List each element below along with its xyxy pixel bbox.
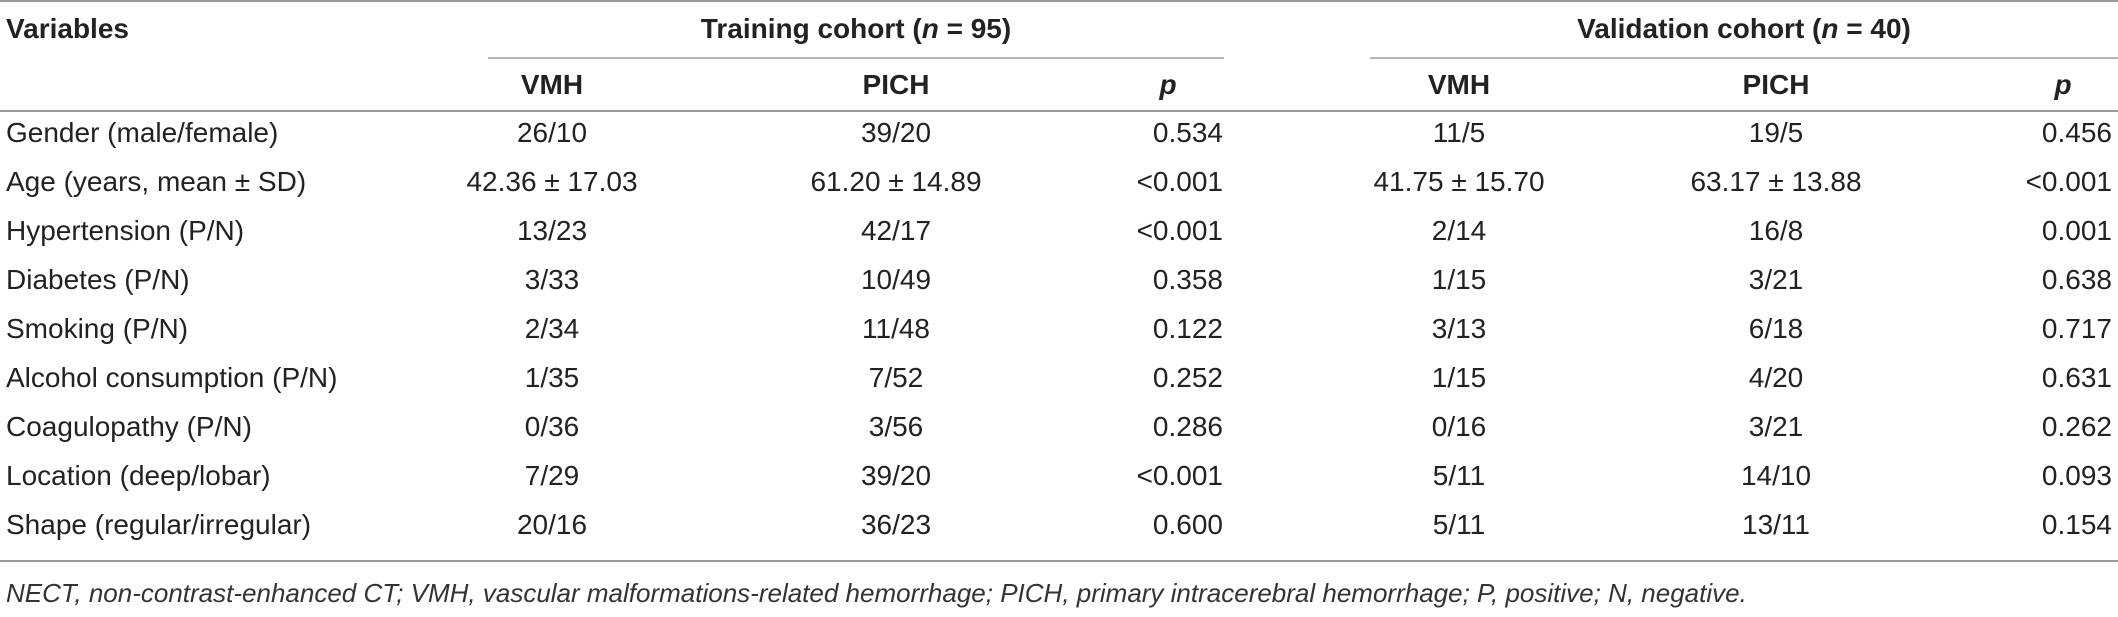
- row-variable-label: Age (years, mean ± SD): [6, 166, 307, 197]
- cell-training-pich: 36/23: [860, 509, 932, 540]
- cell-training-p: 0.358: [1152, 264, 1223, 295]
- cell-validation-p: 0.638: [2041, 264, 2112, 295]
- subheader-validation-p: p: [2054, 69, 2072, 100]
- cell-validation-pich: 19/5: [1748, 117, 1804, 148]
- cell-training-vmh: 7/29: [524, 460, 580, 491]
- cell-validation-p: 0.631: [2041, 362, 2112, 393]
- cell-training-pich: 7/52: [868, 362, 924, 393]
- cell-training-pich: 10/49: [860, 264, 932, 295]
- training-cohort-header: Training cohort (n = 95): [700, 13, 1012, 44]
- cell-training-p: 0.252: [1152, 362, 1223, 393]
- cell-training-pich: 3/56: [868, 411, 924, 442]
- cell-training-p: 0.122: [1152, 313, 1223, 344]
- table-footnote: NECT, non-contrast-enhanced CT; VMH, vas…: [6, 578, 1747, 608]
- cell-training-pich: 61.20 ± 14.89: [810, 166, 982, 197]
- cell-validation-pich: 4/20: [1748, 362, 1804, 393]
- cell-validation-p: 0.154: [2041, 509, 2112, 540]
- cell-training-p: <0.001: [1136, 460, 1223, 491]
- cell-training-vmh: 20/16: [516, 509, 588, 540]
- row-variable-label: Location (deep/lobar): [6, 460, 271, 491]
- cell-validation-vmh: 5/11: [1432, 460, 1486, 491]
- row-variable-label: Gender (male/female): [6, 117, 279, 148]
- variables-header: Variables: [6, 13, 129, 44]
- cell-validation-vmh: 5/11: [1432, 509, 1486, 540]
- cell-training-pich: 42/17: [860, 215, 932, 246]
- subheader-training-p: p: [1159, 69, 1177, 100]
- cell-validation-vmh: 11/5: [1432, 117, 1486, 148]
- cell-training-vmh: 3/33: [524, 264, 580, 295]
- cell-training-vmh: 0/36: [524, 411, 580, 442]
- validation-group-underline: [1370, 57, 2118, 59]
- cell-training-p: <0.001: [1136, 166, 1223, 197]
- training-group-underline: [488, 57, 1224, 59]
- validation-cohort-header: Validation cohort (n = 40): [1577, 13, 1911, 44]
- cell-training-vmh: 13/23: [516, 215, 588, 246]
- subheader-training-vmh: VMH: [520, 69, 584, 100]
- cell-validation-pich: 6/18: [1748, 313, 1804, 344]
- cell-training-vmh: 26/10: [516, 117, 588, 148]
- cell-training-p: 0.600: [1152, 509, 1223, 540]
- subheader-validation-pich: PICH: [1742, 69, 1810, 100]
- cell-validation-p: 0.456: [2041, 117, 2112, 148]
- cell-validation-pich: 3/21: [1748, 264, 1804, 295]
- cell-validation-pich: 14/10: [1740, 460, 1812, 491]
- cell-validation-vmh: 1/15: [1431, 362, 1487, 393]
- cell-training-p: 0.286: [1152, 411, 1223, 442]
- cell-training-p: 0.534: [1152, 117, 1223, 148]
- cell-validation-pich: 63.17 ± 13.88: [1690, 166, 1862, 197]
- table-top-rule: [0, 0, 2118, 2]
- cell-training-pich: 11/48: [862, 313, 930, 344]
- cell-training-vmh: 42.36 ± 17.03: [466, 166, 638, 197]
- cell-validation-p: 0.262: [2041, 411, 2112, 442]
- cell-validation-p: <0.001: [2025, 166, 2112, 197]
- row-variable-label: Coagulopathy (P/N): [6, 411, 252, 442]
- cell-validation-p: 0.093: [2041, 460, 2112, 491]
- row-variable-label: Alcohol consumption (P/N): [6, 362, 338, 393]
- cell-training-vmh: 1/35: [524, 362, 580, 393]
- header-bottom-rule: [0, 110, 2118, 112]
- subheader-training-pich: PICH: [862, 69, 930, 100]
- cell-training-vmh: 2/34: [524, 313, 580, 344]
- cell-validation-vmh: 0/16: [1431, 411, 1487, 442]
- cell-validation-pich: 13/11: [1742, 509, 1810, 540]
- row-variable-label: Shape (regular/irregular): [6, 509, 312, 540]
- row-variable-label: Diabetes (P/N): [6, 264, 190, 295]
- cell-training-p: <0.001: [1136, 215, 1223, 246]
- cell-validation-pich: 3/21: [1748, 411, 1804, 442]
- cell-validation-vmh: 1/15: [1431, 264, 1487, 295]
- row-variable-label: Smoking (P/N): [6, 313, 189, 344]
- cell-training-pich: 39/20: [860, 117, 932, 148]
- subheader-validation-vmh: VMH: [1427, 69, 1491, 100]
- row-variable-label: Hypertension (P/N): [6, 215, 245, 246]
- cell-validation-vmh: 3/13: [1431, 313, 1487, 344]
- cell-validation-p: 0.717: [2041, 313, 2112, 344]
- cell-validation-pich: 16/8: [1748, 215, 1804, 246]
- cell-validation-vmh: 41.75 ± 15.70: [1373, 166, 1545, 197]
- cell-validation-vmh: 2/14: [1431, 215, 1487, 246]
- cell-training-pich: 39/20: [860, 460, 932, 491]
- table-bottom-rule: [0, 560, 2118, 562]
- cell-validation-p: 0.001: [2041, 215, 2112, 246]
